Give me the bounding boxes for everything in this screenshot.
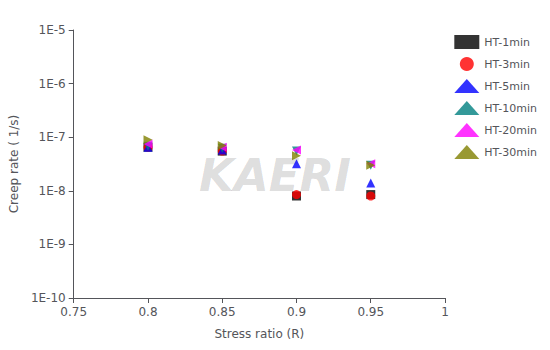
svg-text:HT-20min: HT-20min [484,124,537,137]
svg-text:Creep rate ( 1/s): Creep rate ( 1/s) [7,115,21,214]
svg-text:HT-10min: HT-10min [484,102,537,115]
svg-text:1E-7: 1E-7 [39,130,66,144]
svg-text:Stress ratio (R): Stress ratio (R) [214,327,304,341]
svg-text:0.85: 0.85 [209,305,236,319]
svg-text:0.8: 0.8 [138,305,157,319]
svg-text:HT-5min: HT-5min [484,80,530,93]
svg-text:0.75: 0.75 [60,305,87,319]
svg-text:1: 1 [441,305,449,319]
svg-text:1E-10: 1E-10 [31,291,66,305]
svg-text:1E-8: 1E-8 [39,184,66,198]
svg-text:1E-9: 1E-9 [39,237,66,251]
svg-text:1E-6: 1E-6 [39,77,66,91]
svg-text:1E-5: 1E-5 [39,23,66,37]
svg-text:HT-3min: HT-3min [484,58,530,71]
svg-text:HT-1min: HT-1min [484,36,530,49]
svg-text:HT-30min: HT-30min [484,146,537,159]
svg-text:0.95: 0.95 [357,305,384,319]
svg-text:KAERI: KAERI [199,149,351,202]
svg-text:0.9: 0.9 [287,305,306,319]
